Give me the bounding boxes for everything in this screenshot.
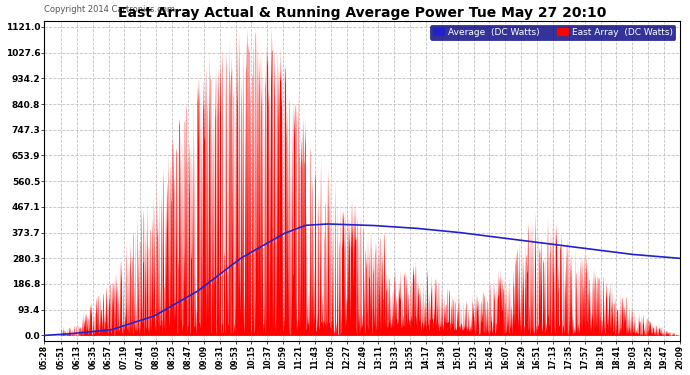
- Text: Copyright 2014 Cartronics.com: Copyright 2014 Cartronics.com: [44, 5, 175, 14]
- Legend: Average  (DC Watts), East Array  (DC Watts): Average (DC Watts), East Array (DC Watts…: [431, 25, 676, 40]
- Title: East Array Actual & Running Average Power Tue May 27 20:10: East Array Actual & Running Average Powe…: [118, 6, 607, 20]
